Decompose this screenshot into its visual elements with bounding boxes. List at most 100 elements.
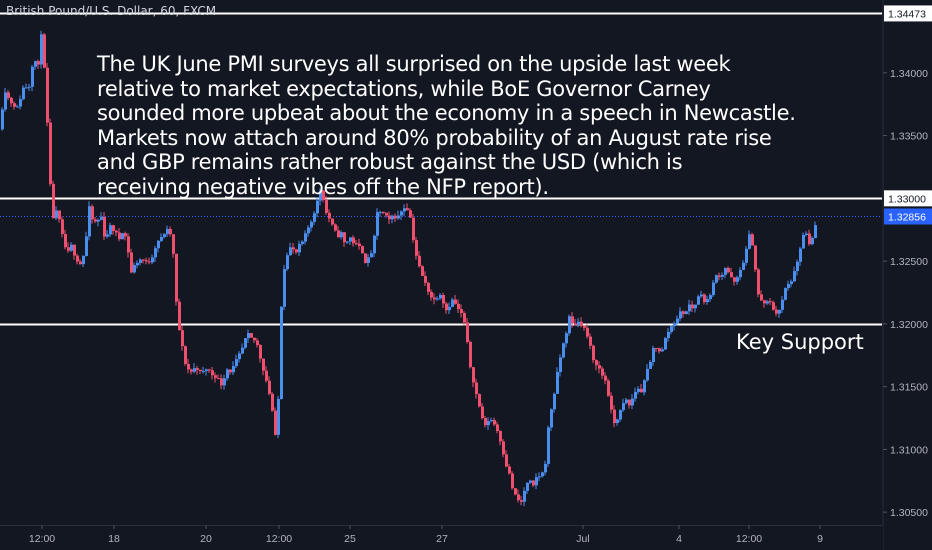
candle-body [751, 234, 754, 246]
candle-body [406, 208, 409, 211]
commentary-line: relative to market expectations, while B… [97, 76, 711, 101]
candle-body [76, 255, 79, 262]
y-tick-label: 1.30500 [890, 507, 928, 519]
candle-body [313, 213, 316, 222]
candle-body [553, 393, 556, 410]
x-tick-label: 12:00 [266, 533, 292, 545]
candle-body [136, 262, 139, 266]
candle-body [61, 219, 64, 235]
price-axis-bg [883, 0, 932, 550]
candles [1, 30, 817, 507]
candle-body [154, 248, 157, 258]
candle-body [298, 243, 301, 253]
candle-body [49, 122, 52, 184]
candle-body [688, 304, 691, 312]
candle-body [238, 353, 241, 360]
candle-body [739, 269, 742, 278]
commentary-text: The UK June PMI surveys all surprised on… [97, 52, 796, 200]
candle-body [385, 212, 388, 216]
time-axis[interactable]: 12:00 18 20 12:00 25 27 Jul 4 12:00 9 [0, 525, 883, 550]
candle-body [700, 294, 703, 297]
candle-body [64, 234, 67, 248]
candle-body [358, 243, 361, 247]
candle-body [598, 365, 601, 369]
candle-body [646, 368, 649, 381]
candle-body [412, 217, 415, 241]
x-tick-label: 27 [436, 533, 448, 545]
candle-body [10, 97, 13, 104]
candle-body [496, 424, 499, 432]
x-tick-label: 20 [200, 533, 212, 545]
candle-body [760, 294, 763, 301]
candle-body [718, 275, 721, 277]
candle-body [94, 219, 97, 222]
candle-body [175, 253, 178, 302]
candle-body [229, 369, 232, 373]
candle-body [697, 296, 700, 305]
candle-body [607, 380, 610, 396]
candle-body [508, 466, 511, 474]
candle-body [172, 234, 175, 254]
candle-body [70, 244, 73, 251]
candle-body [631, 398, 634, 406]
candle-body [1, 109, 4, 130]
candle-body [661, 349, 664, 352]
candle-body [319, 190, 322, 201]
x-tick-label: 4 [676, 533, 682, 545]
candle-body [592, 345, 595, 361]
candle-body [85, 236, 88, 256]
candle-body [16, 106, 19, 108]
candle-body [562, 343, 565, 358]
candle-body [742, 262, 745, 270]
candle-body [577, 321, 580, 326]
candle-body [418, 255, 421, 267]
y-tick-label: 1.34000 [890, 68, 928, 80]
candle-body [157, 240, 160, 249]
candle-body [67, 247, 70, 251]
horizontal-levels [0, 12, 882, 326]
candle-body [322, 190, 325, 200]
candle-body [220, 378, 223, 386]
candle-body [616, 419, 619, 423]
candle-body [466, 322, 469, 342]
candle-body [622, 403, 625, 411]
candle-body [640, 388, 643, 393]
candle-body [307, 227, 310, 234]
candle-body [193, 368, 196, 372]
candle-body [226, 369, 229, 379]
price-axis[interactable]: 1.34000 1.33500 1.32500 1.32000 1.31500 1.310… [882, 0, 932, 550]
candle-body [604, 375, 607, 381]
candle-body [286, 255, 289, 270]
candle-body [493, 420, 496, 425]
candle-body [124, 233, 127, 237]
candle-body [130, 252, 133, 273]
candle-body [529, 480, 532, 483]
candle-body [127, 236, 130, 253]
candle-body [334, 224, 337, 231]
candle-body [118, 232, 121, 240]
candle-body [724, 268, 727, 275]
candle-body [112, 225, 115, 231]
candle-body [97, 219, 100, 222]
candle-body [421, 266, 424, 276]
candle-body [445, 303, 448, 311]
candle-body [517, 494, 520, 501]
candle-body [415, 240, 418, 256]
candle-body [304, 233, 307, 242]
candle-body [295, 249, 298, 253]
candle-body [343, 232, 346, 243]
candle-body [214, 375, 217, 379]
candle-body [280, 306, 283, 399]
candle-body [703, 294, 706, 303]
candle-body [484, 418, 487, 426]
candle-body [802, 234, 805, 249]
commentary-line: receiving negative vibes off the NFP rep… [97, 174, 549, 199]
candle-body [373, 235, 376, 254]
candle-body [691, 304, 694, 309]
y-tick-label: 1.32500 [890, 256, 928, 268]
candle-body [7, 92, 10, 98]
candle-body [706, 299, 709, 303]
candle-body [658, 348, 661, 352]
time-axis-bg [0, 525, 883, 550]
